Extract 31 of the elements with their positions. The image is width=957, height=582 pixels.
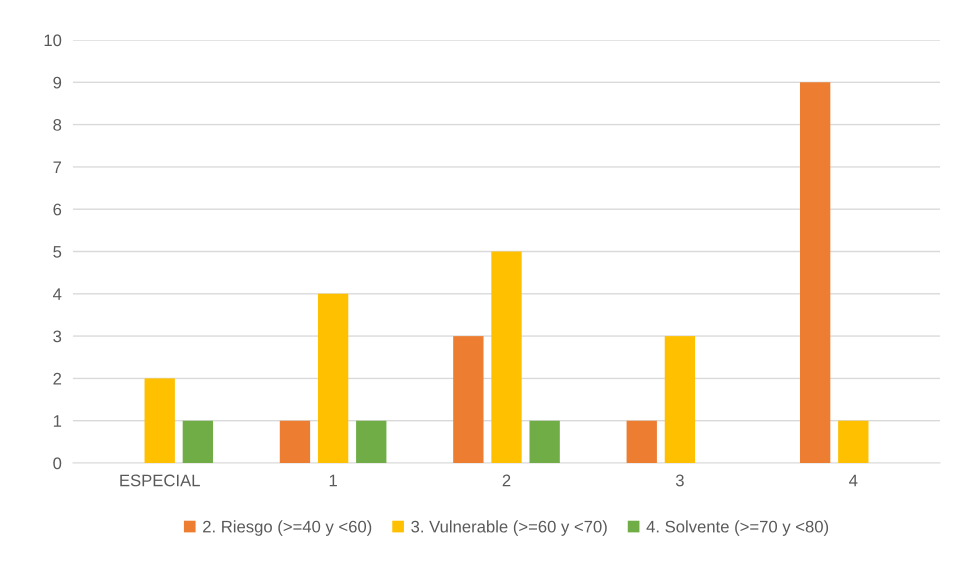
- y-tick-label: 6: [53, 204, 62, 216]
- y-tick-label: 4: [53, 288, 62, 300]
- y-tick-label: 10: [44, 34, 62, 46]
- x-tick-label: 4: [849, 474, 858, 486]
- y-tick-label: 1: [54, 415, 62, 427]
- bar: [838, 420, 868, 463]
- y-tick-label: 5: [53, 246, 62, 258]
- bar: [356, 420, 386, 463]
- y-tick-label: 3: [53, 330, 62, 342]
- bar: [529, 420, 560, 463]
- legend-label: 3. Vulnerable (>=60 y <70): [411, 520, 607, 536]
- x-tick-label: 1: [330, 474, 337, 486]
- bar: [453, 336, 484, 463]
- y-tick-label: 2: [53, 372, 62, 384]
- x-tick-label: 2: [502, 474, 510, 486]
- y-tick-label: 8: [53, 119, 62, 131]
- bar: [318, 294, 348, 463]
- y-tick-label: 7: [53, 161, 62, 173]
- y-tick-label: 9: [53, 76, 62, 89]
- legend-label: 4. Solvente (>=70 y <80): [646, 520, 828, 536]
- legend-label: 2. Riesgo (>=40 y <60): [203, 520, 372, 536]
- y-tick-label: 0: [53, 457, 62, 470]
- x-tick-label: 3: [676, 474, 684, 486]
- x-tick-label: ESPECIAL: [120, 474, 200, 486]
- bar: [800, 82, 830, 463]
- bar: [280, 420, 310, 463]
- bar: [182, 420, 214, 463]
- bar: [626, 420, 657, 463]
- bar: [144, 378, 175, 463]
- bar: [664, 336, 696, 463]
- bar: [491, 252, 522, 463]
